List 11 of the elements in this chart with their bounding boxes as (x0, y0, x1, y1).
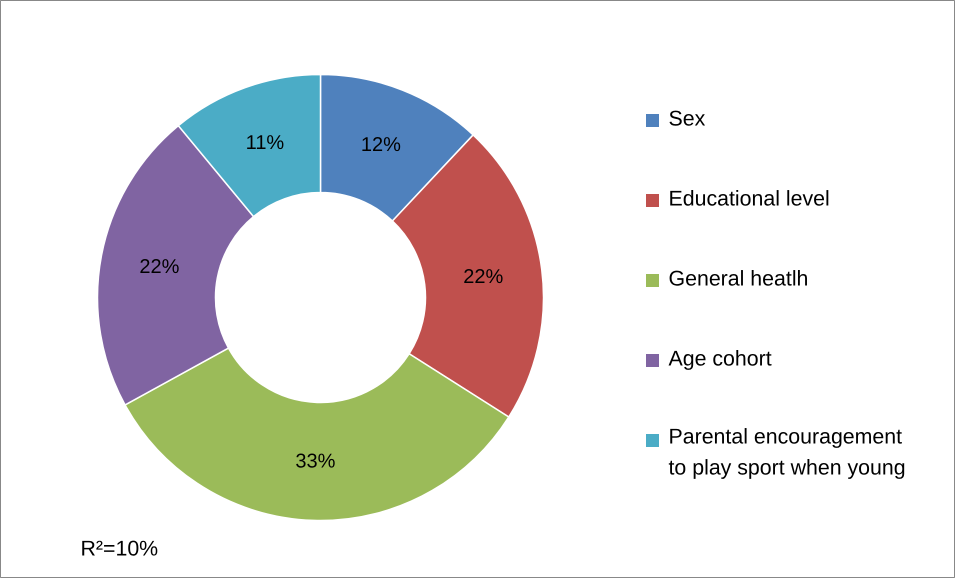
text: R²=10% (80, 536, 158, 560)
data-label: 22% (139, 256, 180, 278)
data-label: 11% (246, 132, 284, 154)
legend-label: Sex (668, 106, 706, 130)
data-label: 22% (463, 266, 504, 288)
data-label: 33% (295, 450, 336, 472)
data-label: 12% (360, 134, 402, 156)
legend-label: Parental encouragement to play sport when young (668, 424, 906, 480)
legend-label: General heatlh (668, 266, 808, 290)
legend-label: Educational level (668, 186, 830, 210)
legend-label: Age cohort (668, 346, 772, 370)
